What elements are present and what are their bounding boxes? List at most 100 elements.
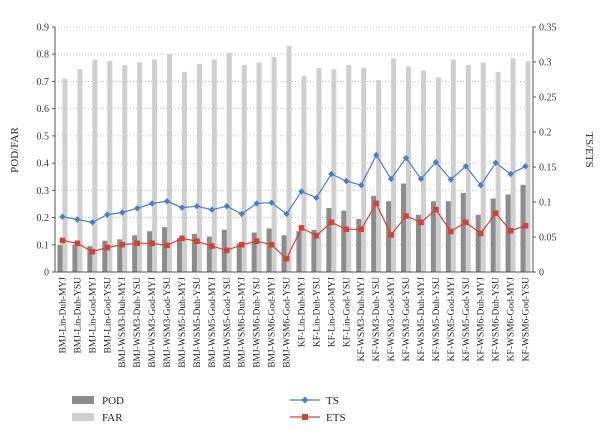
point-ts-13 bbox=[253, 200, 260, 207]
point-ets-26 bbox=[448, 228, 454, 235]
category-label-12: BMJ-WSM6-Duh-MYJ bbox=[238, 277, 248, 368]
tick-label-right-1: 0.05 bbox=[539, 233, 557, 244]
point-ts-29 bbox=[492, 159, 499, 166]
legend-swatch-pod bbox=[72, 396, 94, 404]
point-ts-15 bbox=[283, 210, 290, 218]
category-label-2: BMJ-Lin-God-MYJ bbox=[88, 277, 98, 354]
category-label-25: KF-WSM5-Duh-YSU bbox=[432, 277, 442, 362]
bar-far-30 bbox=[510, 58, 516, 272]
point-ets-29 bbox=[492, 210, 499, 216]
bar-far-28 bbox=[480, 62, 486, 273]
bar-pod-13 bbox=[251, 232, 257, 272]
category-label-31: KF-WSM6-God-YSU bbox=[522, 277, 532, 362]
point-ts-16 bbox=[298, 188, 305, 195]
point-ets-10 bbox=[209, 243, 215, 249]
point-ts-14 bbox=[268, 199, 275, 206]
bar-far-5 bbox=[137, 62, 143, 273]
bar-pod-7 bbox=[162, 227, 168, 272]
tick-label-right-3: 0.15 bbox=[539, 163, 557, 174]
point-ets-27 bbox=[462, 219, 469, 226]
point-ets-21 bbox=[373, 200, 379, 207]
point-ets-25 bbox=[433, 206, 439, 213]
bar-pod-14 bbox=[266, 228, 272, 272]
point-ts-26 bbox=[447, 176, 455, 183]
point-ets-19 bbox=[343, 226, 350, 233]
point-ts-17 bbox=[313, 194, 320, 201]
category-label-8: BMJ-WSM5-Duh-MYJ bbox=[178, 277, 188, 368]
bar-far-1 bbox=[77, 69, 83, 272]
category-label-0: BMJ-Lin-Duh-MYJ bbox=[58, 277, 68, 354]
tick-label-left-8: 0.8 bbox=[37, 50, 50, 61]
legend-item-far: FAR bbox=[72, 412, 123, 424]
bar-pod-18 bbox=[326, 208, 332, 272]
legend-label-pod: POD bbox=[102, 395, 124, 407]
point-ets-1 bbox=[74, 240, 81, 247]
point-ts-10 bbox=[208, 206, 216, 213]
bar-pod-0 bbox=[57, 244, 63, 272]
bar-pod-20 bbox=[356, 218, 362, 272]
point-ts-12 bbox=[238, 210, 245, 218]
bar-pod-6 bbox=[147, 231, 153, 272]
bar-pod-16 bbox=[296, 231, 302, 272]
bar-far-4 bbox=[122, 65, 128, 272]
point-ets-7 bbox=[164, 242, 170, 249]
category-label-6: BMJ-WSM3-God-MYJ bbox=[148, 277, 158, 368]
bars bbox=[57, 46, 531, 273]
bar-far-3 bbox=[107, 61, 113, 273]
bar-far-25 bbox=[435, 77, 441, 272]
category-label-4: BMJ-WSM3-Duh-MYJ bbox=[118, 277, 128, 368]
bar-pod-21 bbox=[371, 195, 377, 272]
category-label-14: BMJ-WSM6-God-MYJ bbox=[268, 277, 278, 368]
tick-label-right-0: 0 bbox=[539, 268, 544, 279]
category-label-19: KF-Lin-God-YSU bbox=[342, 277, 352, 347]
bar-far-20 bbox=[361, 67, 367, 272]
category-label-10: BMJ-WSM5-God-MYJ bbox=[208, 277, 218, 368]
left-tick-labels: 0 0.1 0.2 0.3 0.4 0.5 0.6 0.7 0.8 0.9 bbox=[37, 23, 50, 279]
bar-pod-3 bbox=[102, 240, 108, 272]
bar-pod-10 bbox=[206, 236, 212, 272]
bar-pod-4 bbox=[117, 239, 123, 272]
category-label-23: KF-WSM3-God-YSU bbox=[402, 277, 412, 362]
bar-pod-1 bbox=[72, 244, 78, 272]
category-label-17: KF-Lin-Duh-YSU bbox=[312, 277, 322, 347]
point-ets-2 bbox=[89, 248, 96, 255]
category-label-1: BMJ-Lin-Duh-YSU bbox=[73, 277, 83, 354]
bar-pod-26 bbox=[445, 201, 451, 272]
bar-far-19 bbox=[346, 65, 352, 272]
y-axis-label-right: TS/ETS bbox=[583, 132, 595, 167]
bar-pod-19 bbox=[341, 210, 347, 272]
y-axis-label-left: POD/FAR bbox=[9, 127, 21, 173]
point-ets-24 bbox=[418, 219, 424, 226]
bar-pod-2 bbox=[87, 246, 93, 272]
category-label-11: BMJ-WSM5-God-YSU bbox=[223, 277, 233, 368]
point-ts-31 bbox=[522, 163, 529, 170]
tick-label-left-2: 0.2 bbox=[37, 213, 50, 224]
bar-pod-12 bbox=[236, 243, 242, 272]
point-ets-17 bbox=[313, 232, 320, 239]
tick-label-right-7: 0.35 bbox=[539, 23, 557, 34]
axes bbox=[52, 26, 536, 273]
legend: POD FAR TS ETS bbox=[72, 395, 346, 424]
point-ts-18 bbox=[328, 170, 335, 178]
point-ets-16 bbox=[298, 225, 305, 231]
point-ets-30 bbox=[507, 227, 514, 234]
tick-label-left-9: 0.9 bbox=[37, 23, 50, 34]
category-label-3: BMJ-Lin-God-YSU bbox=[103, 277, 113, 354]
bar-pod-8 bbox=[176, 237, 182, 272]
point-ets-13 bbox=[253, 238, 260, 244]
right-tick-labels: 0 0.05 0.1 0.15 0.2 0.25 0.3 0.35 bbox=[539, 23, 557, 279]
point-ts-8 bbox=[178, 204, 186, 211]
bar-pod-15 bbox=[281, 235, 287, 272]
bar-far-0 bbox=[62, 78, 68, 272]
category-labels: BMJ-Lin-Duh-MYJ BMJ-Lin-Duh-YSU BMJ-Lin-Go… bbox=[58, 277, 531, 368]
point-ts-19 bbox=[343, 177, 350, 185]
point-ts-22 bbox=[387, 175, 395, 183]
bar-pod-23 bbox=[401, 183, 407, 272]
category-label-15: BMJ-WSM6-God-YSU bbox=[283, 277, 293, 368]
tick-label-right-5: 0.25 bbox=[539, 93, 557, 104]
point-ets-14 bbox=[268, 241, 275, 248]
point-ets-4 bbox=[119, 241, 126, 248]
tick-label-right-2: 0.1 bbox=[539, 198, 552, 209]
bar-pod-24 bbox=[415, 214, 421, 272]
point-ts-7 bbox=[163, 198, 171, 205]
